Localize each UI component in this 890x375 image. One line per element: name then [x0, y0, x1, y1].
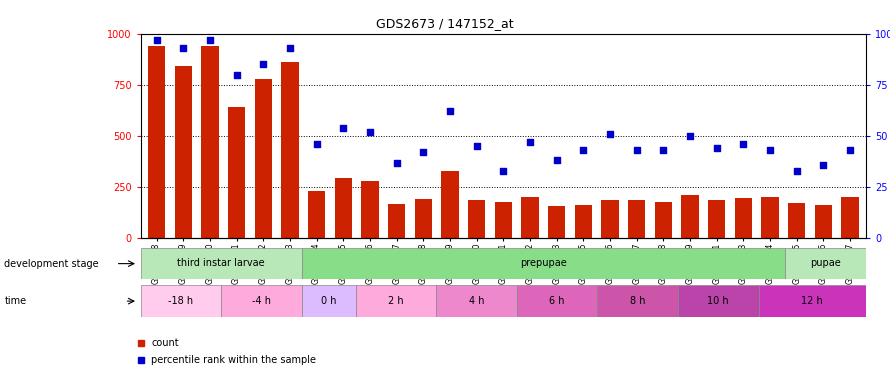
Bar	[228, 107, 246, 238]
Text: count: count	[151, 338, 179, 348]
Point	[549, 158, 563, 164]
Text: pupae: pupae	[810, 258, 841, 268]
Bar	[436, 285, 517, 317]
Point	[576, 147, 590, 153]
Point	[789, 168, 804, 174]
Bar	[388, 204, 405, 238]
Bar	[785, 248, 866, 279]
Bar	[814, 206, 832, 238]
Text: 2 h: 2 h	[388, 296, 404, 306]
Text: 4 h: 4 h	[469, 296, 484, 306]
Bar	[255, 79, 272, 238]
Text: time: time	[4, 296, 27, 306]
Text: 6 h: 6 h	[549, 296, 565, 306]
Point	[310, 141, 324, 147]
Text: -4 h: -4 h	[252, 296, 271, 306]
Bar	[201, 46, 219, 238]
Point	[629, 147, 643, 153]
Bar	[355, 285, 436, 317]
Bar	[788, 203, 805, 238]
Point	[390, 159, 404, 165]
Bar	[548, 207, 565, 238]
Point	[816, 162, 830, 168]
Bar	[141, 285, 222, 317]
Bar	[308, 191, 325, 238]
Point	[709, 145, 724, 151]
Text: development stage: development stage	[4, 259, 99, 268]
Point	[336, 125, 351, 131]
Bar	[141, 248, 302, 279]
Bar	[597, 285, 678, 317]
Text: -18 h: -18 h	[168, 296, 193, 306]
Bar	[522, 197, 538, 238]
Point	[470, 143, 484, 149]
Bar	[678, 285, 758, 317]
Bar	[655, 202, 672, 238]
Bar	[222, 285, 302, 317]
Point	[443, 108, 457, 114]
Point	[843, 147, 857, 153]
Point	[683, 133, 697, 139]
Bar	[302, 285, 355, 317]
Point	[417, 149, 431, 155]
Point	[150, 37, 164, 43]
Bar	[174, 66, 192, 238]
Point	[522, 139, 537, 145]
Text: 10 h: 10 h	[708, 296, 729, 306]
Bar	[682, 195, 699, 238]
Text: prepupae: prepupae	[521, 258, 567, 268]
Point	[176, 45, 190, 51]
Bar	[628, 200, 645, 238]
Bar	[302, 248, 785, 279]
Text: 0 h: 0 h	[321, 296, 336, 306]
Point	[203, 37, 217, 43]
Point	[256, 62, 271, 68]
Point	[736, 141, 750, 147]
Bar	[517, 285, 597, 317]
Text: 8 h: 8 h	[630, 296, 645, 306]
Bar	[415, 199, 432, 238]
Point	[603, 131, 617, 137]
Point	[656, 147, 670, 153]
Bar	[281, 62, 299, 238]
Bar	[335, 178, 352, 238]
Bar	[148, 46, 166, 238]
Bar	[708, 200, 725, 238]
Text: percentile rank within the sample: percentile rank within the sample	[151, 355, 316, 365]
Bar	[734, 198, 752, 238]
Text: third instar larvae: third instar larvae	[177, 258, 265, 268]
Bar	[758, 285, 866, 317]
Bar	[602, 200, 619, 238]
Point	[763, 147, 777, 153]
Point	[363, 129, 377, 135]
Bar	[841, 197, 859, 238]
Bar	[468, 200, 485, 238]
Point	[283, 45, 297, 51]
Bar	[361, 181, 378, 238]
Bar	[761, 197, 779, 238]
Point	[497, 168, 511, 174]
Bar	[495, 202, 512, 238]
Text: GDS2673 / 147152_at: GDS2673 / 147152_at	[376, 17, 514, 30]
Text: 12 h: 12 h	[801, 296, 823, 306]
Bar	[441, 171, 458, 238]
Point	[230, 72, 244, 78]
Bar	[575, 206, 592, 238]
